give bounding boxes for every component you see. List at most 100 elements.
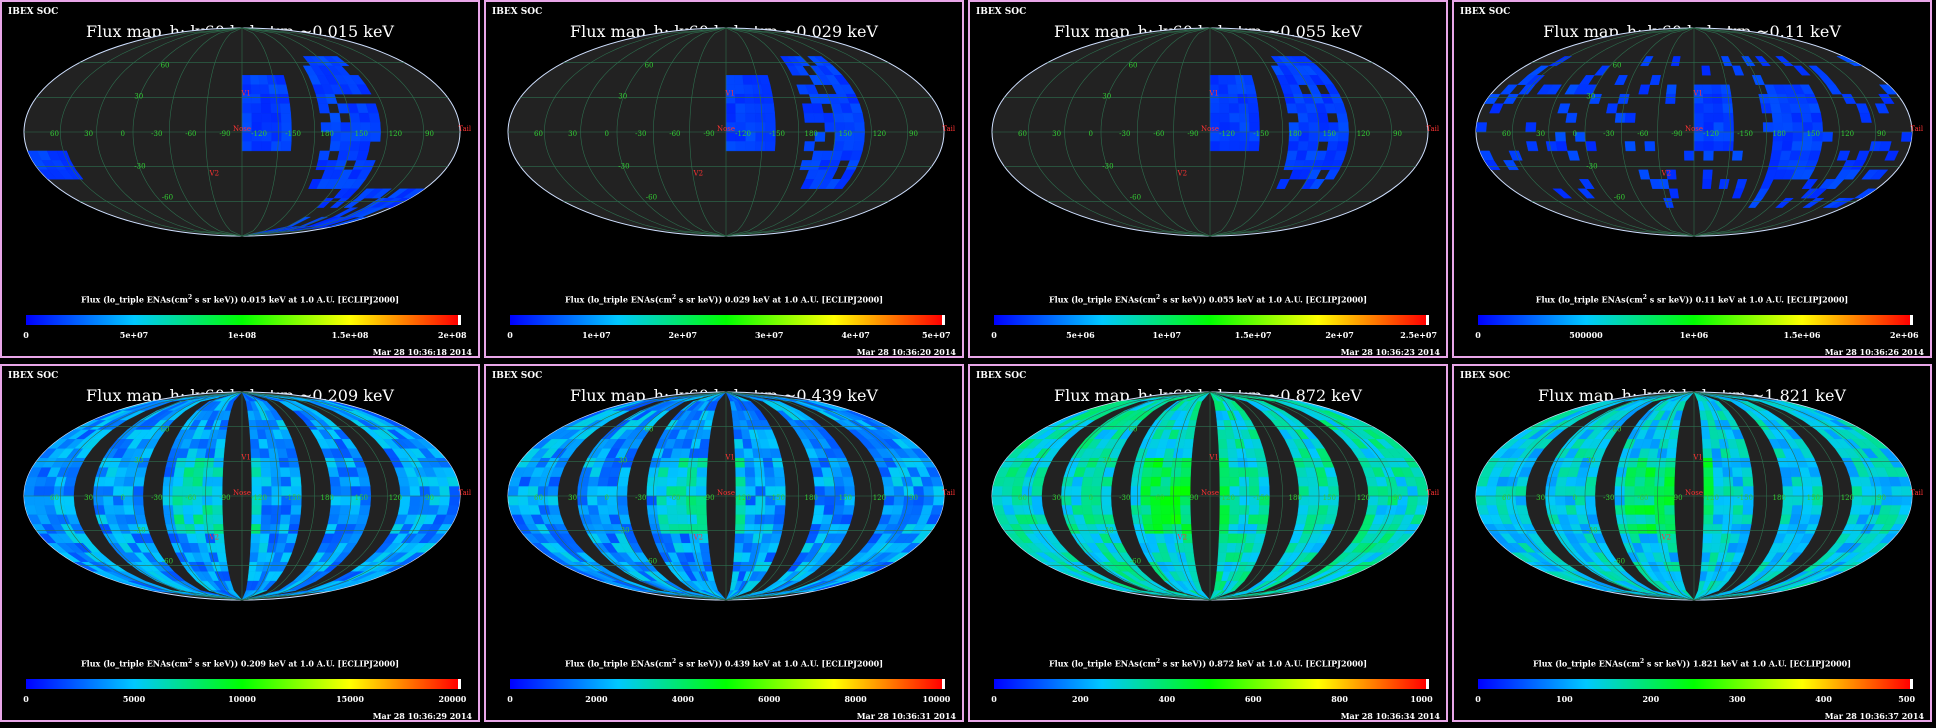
timestamp: Mar 28 10:36:34 2014 <box>1340 711 1440 721</box>
flux-pixel <box>1209 112 1221 123</box>
flux-pixel <box>290 505 302 516</box>
flux-pixels <box>1476 392 1912 600</box>
flux-pixel <box>1859 112 1872 123</box>
longitude-label: 120 <box>1841 494 1854 502</box>
flux-pixel <box>1771 141 1784 152</box>
flux-pixel <box>1297 112 1309 123</box>
flux-pixel <box>1130 486 1142 497</box>
flux-pixel <box>251 476 262 487</box>
flux-pixel <box>123 476 136 487</box>
longitude-label: 30 <box>1536 130 1545 138</box>
longitude-label: 0 <box>1088 130 1092 138</box>
marker-label: Tail <box>942 489 956 497</box>
flux-pixel <box>744 103 756 114</box>
flux-map-panel: IBEX SOCFlux map_h: lv60 lode trp ~0.209… <box>0 364 480 722</box>
longitude-label: 180 <box>1289 494 1302 502</box>
soc-label: IBEX SOC <box>8 7 59 17</box>
flux-pixel <box>1665 524 1676 535</box>
flux-pixel <box>1701 552 1711 563</box>
flux-pixel <box>893 495 905 506</box>
flux-pixel <box>763 514 775 525</box>
flux-pixel <box>1649 75 1662 85</box>
flux-pixel <box>1781 112 1793 123</box>
flux-pixel <box>1668 188 1679 199</box>
longitude-label: -90 <box>219 130 230 138</box>
flux-pixel <box>1276 179 1290 189</box>
flux-pixel <box>597 505 610 516</box>
longitude-label: -30 <box>1603 494 1614 502</box>
flux-pixel <box>1100 486 1112 497</box>
flux-pixel <box>1209 141 1221 152</box>
flux-pixel <box>1336 141 1349 152</box>
flux-pixel <box>1160 505 1172 516</box>
flux-pixel <box>202 495 213 506</box>
flux-pixel <box>123 505 136 516</box>
flux-pixel <box>329 505 341 516</box>
flux-pixel <box>1702 543 1712 553</box>
flux-pixel <box>1151 467 1163 478</box>
longitude-label: 120 <box>873 130 886 138</box>
flux-pixel <box>251 467 262 478</box>
flux-pixel <box>1218 533 1229 544</box>
flux-pixel <box>1624 141 1636 152</box>
flux-pixel <box>1891 495 1903 506</box>
flux-pixel <box>734 84 745 95</box>
flux-pixel <box>1578 179 1595 189</box>
colorbar-tick-label: 5e+06 <box>1066 330 1095 340</box>
flux-pixel <box>744 514 756 525</box>
flux-pixel <box>1100 495 1112 506</box>
flux-pixel <box>1307 476 1319 487</box>
flux-pixel <box>1218 75 1228 85</box>
colorbar-tick-label: 2e+07 <box>1325 330 1354 340</box>
flux-pixel <box>1713 112 1724 123</box>
flux-pixel <box>202 514 214 525</box>
flux-pixel <box>1723 122 1734 133</box>
flux-pixel <box>1701 429 1711 440</box>
caption-text: s sr keV)) 0.439 keV at 1.0 A.U. [ECLIPJ… <box>676 658 883 669</box>
colorbar-caption: Flux (lo_triple ENAs(cm2 s sr keV)) 0.05… <box>1048 294 1367 305</box>
flux-pixel <box>1644 476 1656 487</box>
colorbar-tick-label: 100 <box>1556 694 1573 704</box>
flux-pixel <box>212 514 224 525</box>
flux-pixel <box>1878 84 1898 95</box>
flux-pixel <box>1516 505 1529 516</box>
flux-pixel <box>734 448 745 459</box>
flux-pixel <box>744 467 756 478</box>
flux-pixel <box>1308 486 1320 497</box>
flux-pixel <box>1702 533 1713 544</box>
sky-map: 60 30 0 -30 -60 -90 -120 -150 180 150 120 90 60 30 -30… <box>1475 391 1924 601</box>
flux-pixel <box>832 112 845 123</box>
flux-pixel <box>202 476 213 487</box>
flux-pixel <box>261 112 272 123</box>
flux-pixel <box>1131 514 1144 525</box>
flux-pixel <box>260 514 272 525</box>
caption-text: s sr keV)) 0.029 keV at 1.0 A.U. [ECLIPJ… <box>676 294 883 305</box>
flux-pixel <box>1655 457 1667 468</box>
colorbar-tick-label: 20000 <box>438 694 467 704</box>
flux-pixel <box>1228 457 1239 468</box>
caption-text: Flux (lo_triple ENAs(cm <box>1048 294 1156 305</box>
flux-pixel <box>241 590 296 600</box>
flux-pixel <box>823 112 835 123</box>
latitude-label: 60 <box>1613 62 1622 70</box>
flux-pixel <box>1810 141 1823 152</box>
flux-pixel <box>1183 543 1194 553</box>
flux-pixel <box>271 505 282 516</box>
flux-pixel <box>250 448 261 459</box>
flux-pixel <box>1219 457 1230 468</box>
longitude-label: -30 <box>1119 130 1130 138</box>
flux-pixel <box>755 495 766 506</box>
flux-pixel <box>64 505 77 516</box>
flux-pixel <box>1170 476 1181 487</box>
flux-pixel <box>842 476 855 487</box>
flux-pixel <box>93 495 105 506</box>
flux-pixel <box>184 457 197 468</box>
soc-label: IBEX SOC <box>8 371 59 381</box>
colorbar-tick-label: 5000 <box>122 694 146 704</box>
flux-pixel <box>1681 590 1695 600</box>
flux-pixel <box>587 476 600 487</box>
flux-pixel <box>1218 543 1228 553</box>
flux-pixel <box>1032 505 1045 516</box>
flux-pixel <box>1731 467 1743 478</box>
flux-pixel <box>1702 439 1712 449</box>
